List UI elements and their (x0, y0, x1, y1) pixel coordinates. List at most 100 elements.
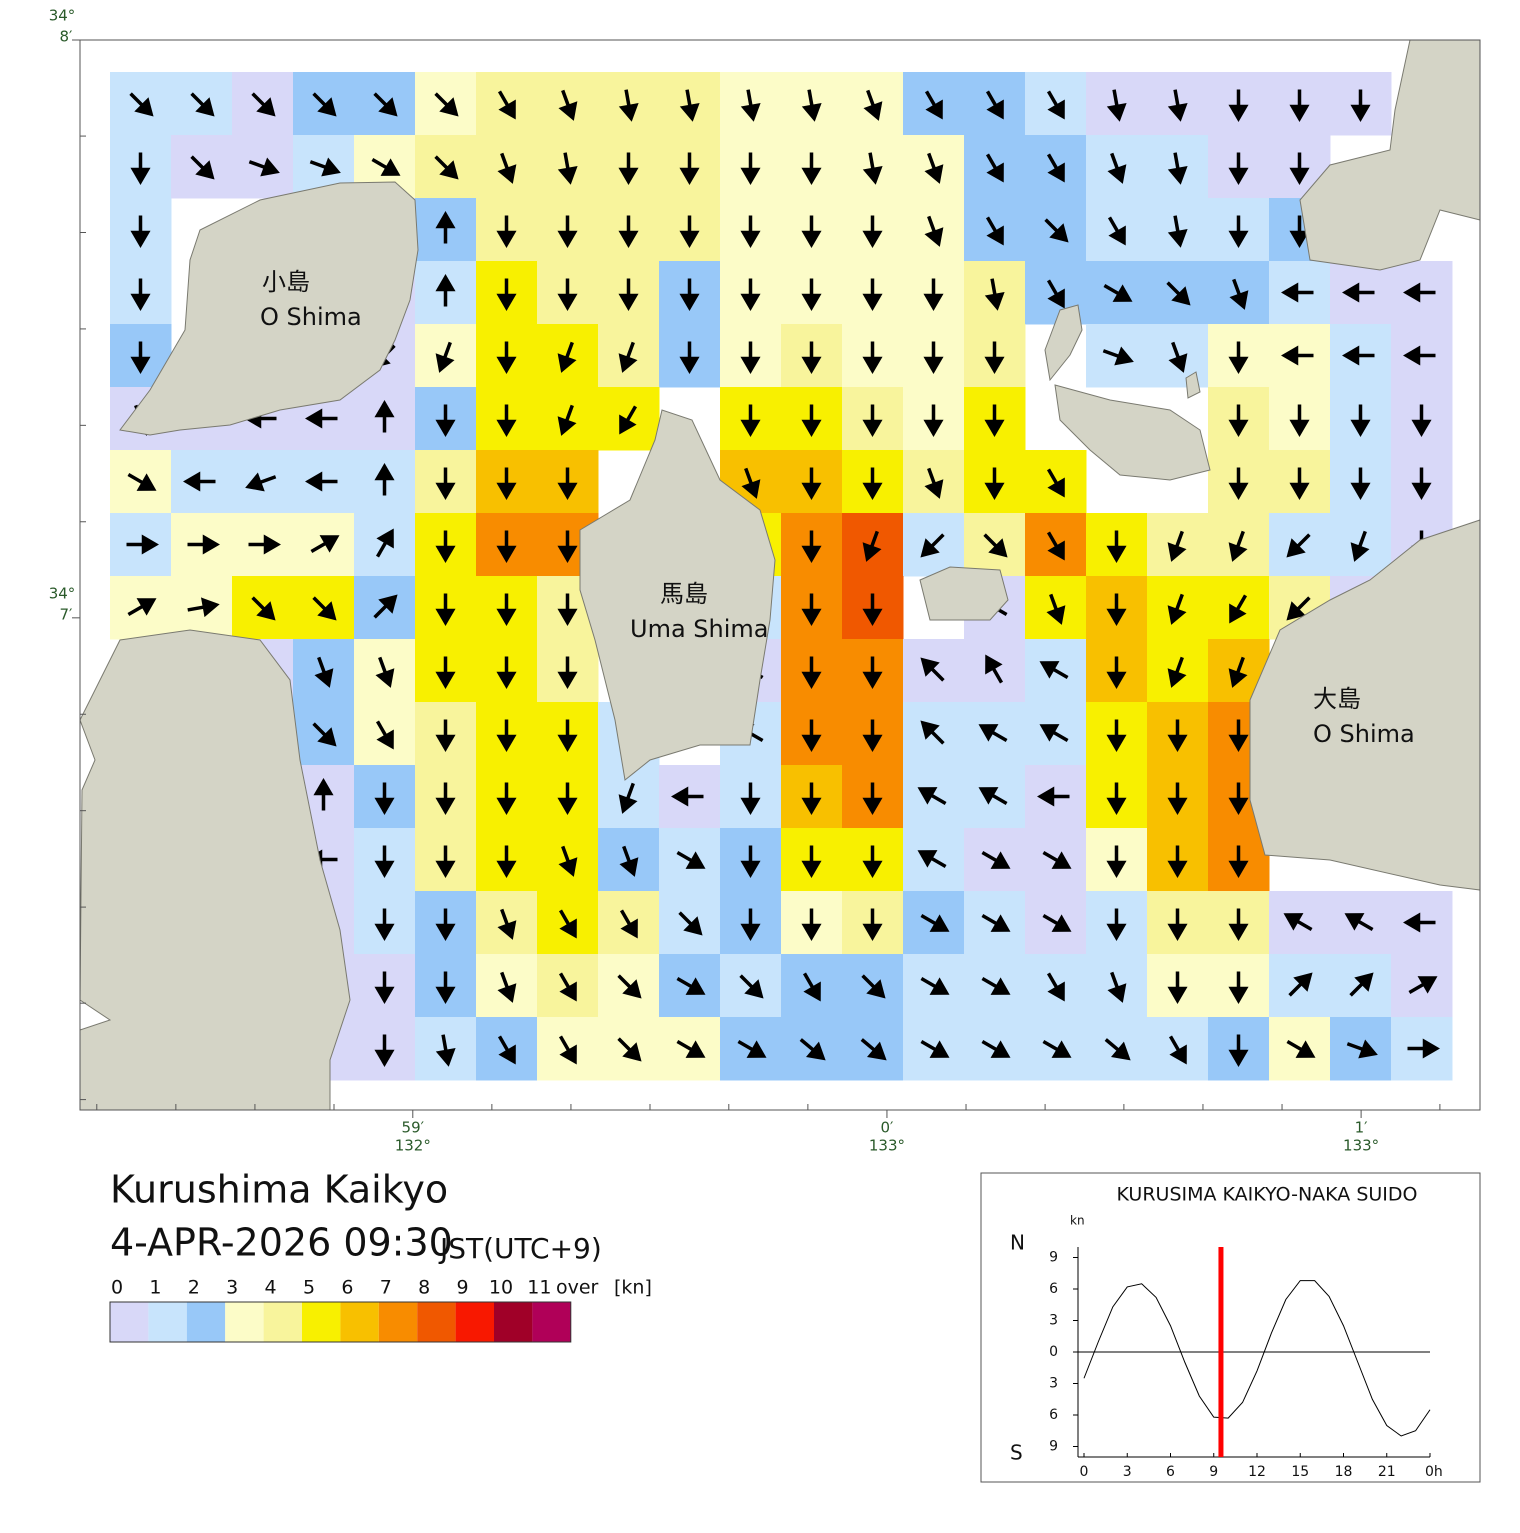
current-arrow (1228, 404, 1249, 437)
current-arrow (1167, 845, 1188, 878)
y-tick-label: 6 (1049, 1281, 1058, 1297)
current-arrow (924, 467, 944, 499)
current-arrow (434, 155, 459, 180)
current-arrow (862, 341, 883, 374)
current-arrow (435, 908, 456, 941)
current-arrow (1167, 656, 1187, 688)
current-arrow (1168, 341, 1188, 373)
current-arrow (1411, 467, 1432, 500)
current-arrow (496, 719, 517, 752)
current-arrow (187, 534, 220, 555)
current-arrow (862, 215, 883, 248)
current-arrow (435, 467, 456, 500)
current-arrow (1102, 346, 1134, 366)
current-arrow (801, 782, 822, 815)
current-arrow (679, 89, 700, 122)
current-arrow (190, 92, 215, 117)
current-arrow (130, 215, 151, 248)
legend-unit: [kn] (614, 1277, 652, 1299)
current-arrow (799, 1038, 826, 1061)
current-arrow (374, 971, 395, 1004)
place-en: O Shima (260, 303, 362, 331)
legend-tick: 0 (111, 1277, 123, 1299)
current-arrow (917, 787, 947, 806)
current-arrow (740, 278, 761, 311)
current-arrow (618, 89, 639, 122)
current-arrow (1106, 782, 1127, 815)
current-arrow (497, 908, 517, 940)
current-arrow (801, 89, 822, 122)
current-arrow (127, 472, 157, 491)
current-arrow (1350, 530, 1370, 562)
current-arrow (190, 155, 215, 180)
x-tick-label: 18 (1335, 1464, 1353, 1480)
current-arrow (310, 535, 340, 554)
current-arrow (801, 152, 822, 185)
current-arrow (557, 404, 577, 436)
y-tick-label: 3 (1049, 1313, 1058, 1329)
current-arrow (497, 152, 517, 184)
current-arrow (1037, 786, 1070, 807)
y-tick-label: 7′ (60, 605, 74, 623)
current-arrow (740, 908, 761, 941)
current-arrow (435, 404, 456, 437)
legend-swatch (148, 1302, 187, 1342)
current-arrow (676, 976, 706, 995)
legend-swatch (532, 1302, 571, 1342)
current-arrow (557, 656, 578, 689)
legend-tick: 7 (380, 1277, 392, 1299)
current-arrow (435, 845, 456, 878)
current-arrow (497, 1035, 516, 1065)
current-arrow (435, 971, 456, 1004)
current-arrow (557, 152, 578, 185)
current-arrow (305, 471, 338, 492)
current-arrow (984, 278, 1005, 311)
place-en: O Shima (1313, 720, 1415, 748)
island-uma-shima (579, 409, 776, 781)
current-arrow (497, 971, 517, 1003)
current-arrow (1107, 152, 1127, 184)
y-tick-label: 9 (1049, 1439, 1058, 1455)
y-tick-label: 3 (1049, 1376, 1058, 1392)
current-arrow (126, 534, 159, 555)
current-arrow (985, 654, 1004, 684)
current-arrow (496, 593, 517, 626)
current-arrow (435, 1034, 456, 1067)
current-arrow (1106, 530, 1127, 563)
legend-tick: 9 (457, 1277, 469, 1299)
x-tick-label: 12 (1248, 1464, 1266, 1480)
current-arrow (1103, 283, 1133, 302)
current-arrow (1228, 971, 1249, 1004)
timezone: JST(UTC+9) (438, 1232, 602, 1265)
current-arrow (984, 404, 1005, 437)
legend-border (109, 1301, 572, 1343)
current-arrow (245, 472, 277, 492)
current-arrow (1166, 281, 1191, 306)
legend-swatch (378, 1302, 418, 1342)
current-arrow (1228, 845, 1249, 878)
current-arrow (801, 845, 822, 878)
current-arrow (981, 1039, 1011, 1058)
current-arrow (130, 341, 151, 374)
legend-swatch (494, 1302, 533, 1342)
y-tick-label: 9 (1049, 1250, 1058, 1266)
x-tick-label: 21 (1378, 1464, 1396, 1480)
current-arrow (1228, 908, 1249, 941)
current-arrow (1107, 971, 1127, 1003)
current-arrow (801, 530, 822, 563)
current-arrow (1286, 596, 1311, 621)
current-arrow (187, 597, 220, 618)
current-arrow (371, 157, 401, 176)
current-arrow (801, 593, 822, 626)
current-arrow (801, 404, 822, 437)
current-arrow (679, 215, 700, 248)
x-tick-label: 0 (1080, 1464, 1089, 1480)
current-arrow (1288, 972, 1313, 997)
current-arrow (619, 845, 639, 877)
current-arrow (248, 534, 281, 555)
current-arrow (1228, 215, 1249, 248)
current-arrow (497, 90, 516, 120)
current-arrow (619, 909, 638, 939)
x-tick-label: 0h (1425, 1464, 1443, 1480)
current-arrow (679, 278, 700, 311)
